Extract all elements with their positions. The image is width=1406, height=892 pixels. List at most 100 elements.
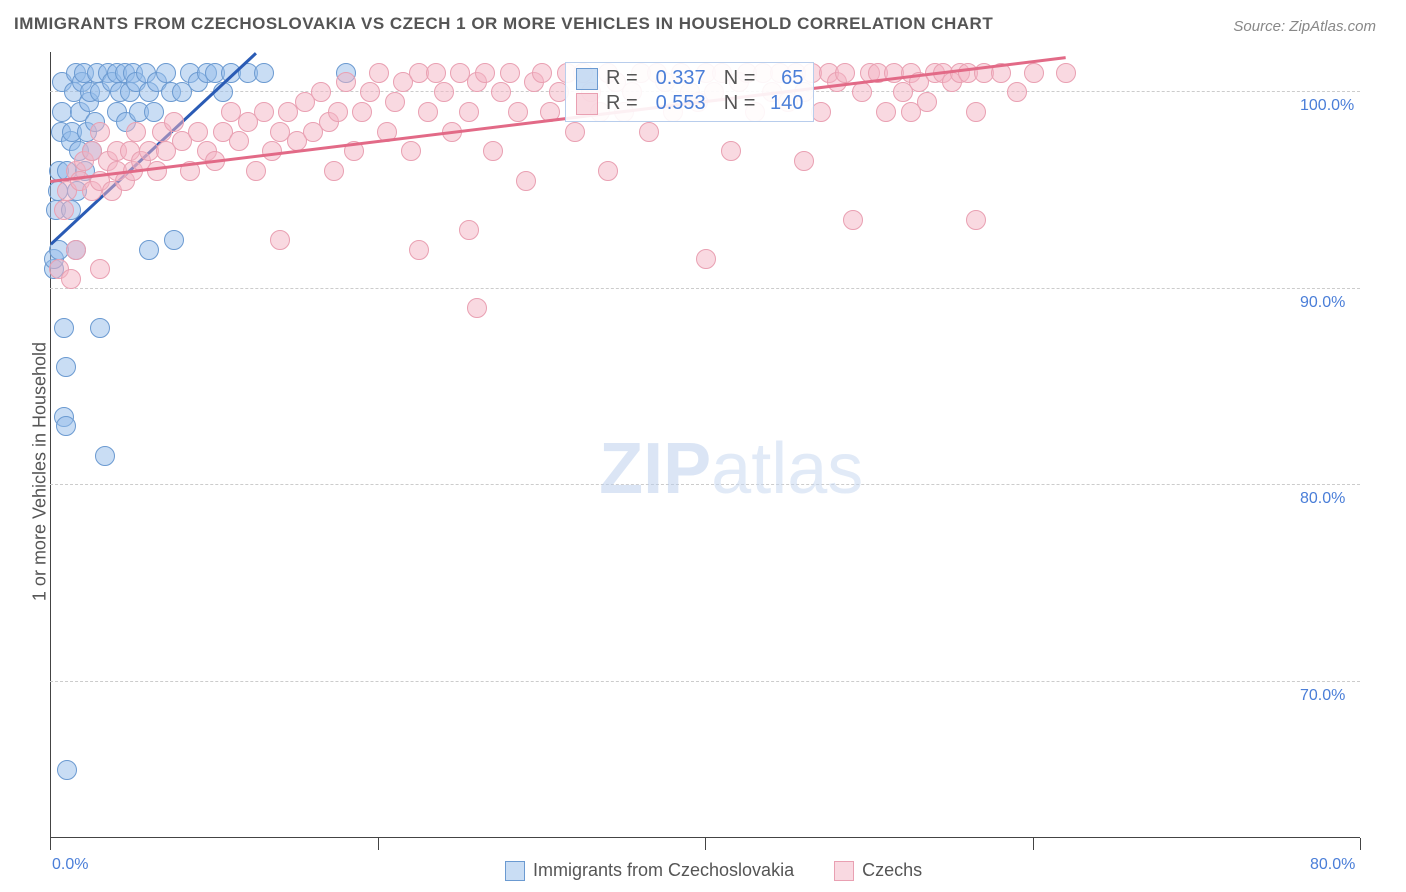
- source-link[interactable]: ZipAtlas.com: [1289, 18, 1376, 35]
- scatter-point: [794, 151, 814, 171]
- scatter-point: [966, 210, 986, 230]
- x-tick: [1360, 838, 1361, 850]
- scatter-point: [90, 259, 110, 279]
- scatter-point: [188, 122, 208, 142]
- series-legend-item: Immigrants from Czechoslovakia: [505, 860, 794, 881]
- legend-n-value: 140: [763, 92, 803, 115]
- scatter-point: [491, 82, 511, 102]
- scatter-point: [270, 230, 290, 250]
- scatter-point: [144, 102, 164, 122]
- scatter-plot: [50, 52, 1360, 838]
- scatter-point: [246, 161, 266, 181]
- scatter-point: [852, 82, 872, 102]
- series-legend: Immigrants from Czechoslovakia Czechs: [505, 860, 922, 881]
- scatter-point: [418, 102, 438, 122]
- legend-n-value: 65: [763, 67, 803, 90]
- scatter-point: [426, 63, 446, 83]
- scatter-point: [90, 318, 110, 338]
- series-name: Immigrants from Czechoslovakia: [533, 860, 794, 881]
- scatter-point: [409, 240, 429, 260]
- y-tick-label: 80.0%: [1300, 490, 1345, 508]
- stats-legend: R = 0.337 N = 65 R = 0.553 N = 140: [565, 62, 814, 122]
- scatter-point: [229, 131, 249, 151]
- x-tick: [378, 838, 379, 850]
- scatter-point: [126, 122, 146, 142]
- scatter-point: [54, 318, 74, 338]
- y-axis-title: 1 or more Vehicles in Household: [30, 231, 51, 711]
- legend-r-value: 0.337: [646, 67, 706, 90]
- gridline: [50, 681, 1360, 682]
- scatter-point: [1024, 63, 1044, 83]
- scatter-point: [721, 141, 741, 161]
- legend-row: R = 0.337 N = 65: [576, 67, 803, 90]
- source-attribution: Source: ZipAtlas.com: [1233, 18, 1376, 35]
- legend-swatch: [834, 861, 854, 881]
- scatter-point: [311, 82, 331, 102]
- scatter-point: [56, 357, 76, 377]
- scatter-point: [401, 141, 421, 161]
- scatter-point: [52, 102, 72, 122]
- x-tick-label: 80.0%: [1310, 856, 1355, 874]
- scatter-point: [164, 230, 184, 250]
- source-prefix: Source:: [1233, 18, 1289, 35]
- x-tick: [705, 838, 706, 850]
- y-tick-label: 100.0%: [1300, 97, 1354, 115]
- scatter-point: [500, 63, 520, 83]
- scatter-point: [254, 63, 274, 83]
- series-legend-item: Czechs: [834, 860, 922, 881]
- legend-r-label: R =: [606, 67, 638, 90]
- scatter-point: [336, 72, 356, 92]
- scatter-point: [57, 760, 77, 780]
- scatter-point: [565, 122, 585, 142]
- scatter-point: [434, 82, 454, 102]
- scatter-point: [61, 269, 81, 289]
- legend-swatch: [576, 68, 598, 90]
- scatter-point: [876, 102, 896, 122]
- scatter-point: [156, 63, 176, 83]
- chart-title: IMMIGRANTS FROM CZECHOSLOVAKIA VS CZECH …: [14, 14, 993, 34]
- scatter-point: [696, 249, 716, 269]
- x-tick: [1033, 838, 1034, 850]
- scatter-point: [56, 416, 76, 436]
- scatter-point: [966, 102, 986, 122]
- scatter-point: [66, 240, 86, 260]
- legend-swatch: [505, 861, 525, 881]
- scatter-point: [385, 92, 405, 112]
- x-tick: [50, 838, 51, 850]
- legend-n-label: N =: [724, 67, 756, 90]
- scatter-point: [328, 102, 348, 122]
- scatter-point: [467, 298, 487, 318]
- scatter-point: [90, 122, 110, 142]
- scatter-point: [508, 102, 528, 122]
- scatter-point: [516, 171, 536, 191]
- legend-r-value: 0.553: [646, 92, 706, 115]
- scatter-point: [254, 102, 274, 122]
- scatter-point: [95, 446, 115, 466]
- scatter-point: [352, 102, 372, 122]
- gridline: [50, 484, 1360, 485]
- scatter-point: [369, 63, 389, 83]
- scatter-point: [1007, 82, 1027, 102]
- scatter-point: [459, 220, 479, 240]
- scatter-point: [1056, 63, 1076, 83]
- gridline: [50, 288, 1360, 289]
- scatter-point: [843, 210, 863, 230]
- series-name: Czechs: [862, 860, 922, 881]
- scatter-point: [147, 161, 167, 181]
- scatter-point: [459, 102, 479, 122]
- scatter-point: [483, 141, 503, 161]
- scatter-point: [639, 122, 659, 142]
- y-tick-label: 70.0%: [1300, 687, 1345, 705]
- legend-swatch: [576, 93, 598, 115]
- scatter-point: [360, 82, 380, 102]
- scatter-point: [324, 161, 344, 181]
- scatter-point: [164, 112, 184, 132]
- scatter-point: [598, 161, 618, 181]
- x-tick-label: 0.0%: [52, 856, 88, 874]
- scatter-point: [139, 240, 159, 260]
- scatter-point: [532, 63, 552, 83]
- legend-n-label: N =: [724, 92, 756, 115]
- scatter-point: [917, 92, 937, 112]
- legend-r-label: R =: [606, 92, 638, 115]
- scatter-point: [835, 63, 855, 83]
